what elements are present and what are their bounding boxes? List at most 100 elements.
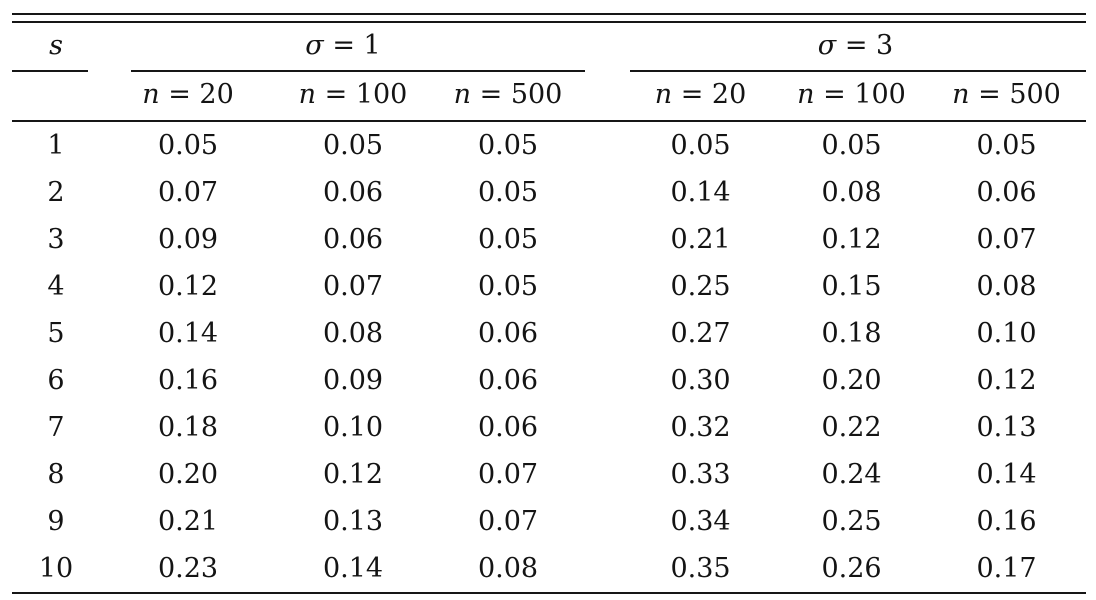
cell-s: 7 [47,412,65,443]
cell-value: 0.07 [477,459,539,490]
cell-s: 6 [47,365,65,396]
cell-value: 0.16 [976,506,1037,537]
cell-s: 4 [47,271,65,302]
n-symbol: n [298,79,317,110]
cell-value: 0.14 [670,177,731,208]
cell-value: 0.05 [477,271,539,302]
cell-value: 0.12 [976,365,1037,396]
n-value: = 100 [324,79,408,110]
group-gap [586,72,625,122]
n-symbol: n [453,79,472,110]
n-value: = 100 [823,79,906,110]
cell-value: 0.05 [477,177,539,208]
cell-value: 0.14 [276,545,430,594]
cell-value: 0.30 [670,365,731,396]
cell-value: 0.22 [821,412,882,443]
cell-value: 0.17 [927,545,1086,594]
cell-gap [586,169,625,216]
cell-value: 0.25 [670,271,731,302]
table-top-double-rule [12,13,1086,23]
cell-value: 0.05 [976,130,1037,161]
n-value: = 20 [680,79,747,110]
results-table: s σ = 1 σ = 3 n = 20 n = 100 n = 500 n =… [12,23,1086,594]
cell-value: 0.07 [976,224,1037,255]
table-row: 9 0.21 0.13 0.07 0.34 0.25 0.16 [12,498,1086,545]
cell-value: 0.05 [477,224,539,255]
subheader-row: n = 20 n = 100 n = 500 n = 20 n = 100 n … [12,72,1086,122]
table-row: 8 0.20 0.12 0.07 0.33 0.24 0.14 [12,451,1086,498]
cell-value: 0.16 [157,365,219,396]
cell-value: 0.25 [821,506,882,537]
cell-value: 0.18 [821,318,882,349]
cell-value: 0.07 [322,271,384,302]
cell-value: 0.18 [157,412,219,443]
cell-value: 0.21 [670,224,731,255]
cell-value: 0.08 [322,318,384,349]
cell-s: 5 [47,318,65,349]
cell-value: 0.05 [157,130,219,161]
cell-s: 10 [12,545,100,594]
cell-value: 0.12 [322,459,384,490]
cell-value: 0.23 [100,545,276,594]
table-row: 7 0.18 0.10 0.06 0.32 0.22 0.13 [12,404,1086,451]
cell-value: 0.05 [821,130,882,161]
cell-gap [586,310,625,357]
subheader-s-empty [12,72,100,122]
cell-value: 0.33 [670,459,731,490]
column-header-n500-sigma3: n = 500 [927,72,1086,122]
cell-value: 0.20 [157,459,219,490]
column-header-n100-sigma1: n = 100 [276,72,430,122]
cell-value: 0.08 [821,177,882,208]
cell-value: 0.26 [776,545,927,594]
cell-value: 0.20 [821,365,882,396]
cell-s: 8 [47,459,65,490]
column-group-sigma-3: σ = 3 [625,23,1086,72]
sigma-3-underline-rule [630,70,1086,72]
cell-s: 3 [47,224,65,255]
cell-value: 0.14 [976,459,1037,490]
cell-value: 0.08 [976,271,1037,302]
n-symbol: n [797,79,815,110]
cell-value: 0.13 [322,506,384,537]
spanner-header-row: s σ = 1 σ = 3 [12,23,1086,72]
table-row: 3 0.09 0.06 0.05 0.21 0.12 0.07 [12,216,1086,263]
cell-gap [586,263,625,310]
cell-value: 0.06 [322,177,384,208]
n-value: = 20 [168,79,234,110]
cell-value: 0.06 [322,224,384,255]
cell-value: 0.09 [322,365,384,396]
column-header-n20-sigma3: n = 20 [625,72,776,122]
table-row: 10 0.23 0.14 0.08 0.35 0.26 0.17 [12,545,1086,594]
sigma-1-value: = 1 [332,30,381,61]
cell-value: 0.12 [157,271,219,302]
cell-value: 0.06 [477,412,539,443]
cell-gap [586,498,625,545]
table-row: 4 0.12 0.07 0.05 0.25 0.15 0.08 [12,263,1086,310]
cell-value: 0.27 [670,318,731,349]
group-gap [586,23,625,72]
n-value: = 500 [978,79,1061,110]
cell-s: 1 [47,130,65,161]
sigma-symbol: σ [817,30,837,61]
cell-value: 0.06 [477,318,539,349]
cell-value: 0.06 [477,365,539,396]
cell-value: 0.15 [821,271,882,302]
cell-value: 0.05 [670,130,731,161]
cell-value: 0.12 [821,224,882,255]
sigma-symbol: σ [305,30,324,61]
cell-gap [586,216,625,263]
cell-value: 0.05 [322,130,384,161]
cell-value: 0.09 [157,224,219,255]
sigma-3-value: = 3 [844,30,894,61]
cell-gap [586,545,625,594]
cell-gap [586,451,625,498]
cell-gap [586,357,625,404]
cell-value: 0.05 [477,130,539,161]
column-group-sigma-1: σ = 1 [100,23,586,72]
n-symbol: n [142,79,160,110]
table-row: 6 0.16 0.09 0.06 0.30 0.20 0.12 [12,357,1086,404]
cell-value: 0.10 [976,318,1037,349]
sigma-1-underline-rule [131,70,585,72]
cell-value: 0.24 [821,459,882,490]
table-row: 2 0.07 0.06 0.05 0.14 0.08 0.06 [12,169,1086,216]
